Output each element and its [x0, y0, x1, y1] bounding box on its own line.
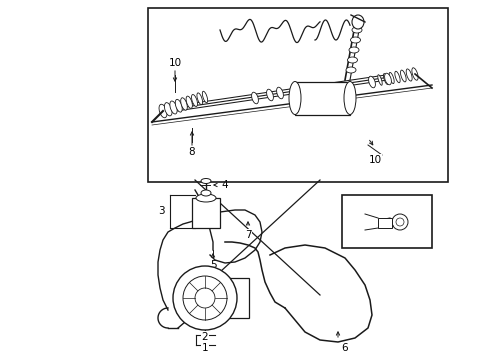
Text: 10: 10 — [169, 58, 182, 68]
Text: 6: 6 — [342, 343, 348, 353]
Ellipse shape — [400, 70, 406, 82]
Bar — [148, 8, 448, 182]
Circle shape — [173, 266, 237, 330]
Ellipse shape — [395, 71, 400, 83]
Ellipse shape — [292, 84, 298, 96]
Ellipse shape — [201, 190, 211, 196]
Text: 4: 4 — [221, 180, 228, 190]
Circle shape — [392, 214, 408, 230]
Ellipse shape — [192, 95, 197, 107]
Ellipse shape — [186, 96, 193, 108]
Ellipse shape — [267, 89, 273, 101]
Text: 10: 10 — [368, 155, 382, 165]
Ellipse shape — [202, 91, 208, 103]
Ellipse shape — [170, 101, 177, 114]
Ellipse shape — [181, 98, 187, 110]
Ellipse shape — [346, 67, 356, 73]
Ellipse shape — [197, 93, 202, 105]
Ellipse shape — [384, 73, 388, 84]
Ellipse shape — [347, 57, 358, 63]
Circle shape — [183, 276, 227, 320]
Text: 9: 9 — [349, 215, 355, 225]
Ellipse shape — [389, 72, 394, 84]
Ellipse shape — [350, 37, 361, 43]
Ellipse shape — [385, 73, 392, 85]
Ellipse shape — [368, 76, 375, 88]
Bar — [192, 198, 220, 228]
Ellipse shape — [251, 92, 258, 104]
Ellipse shape — [159, 104, 167, 118]
Ellipse shape — [344, 81, 356, 114]
Ellipse shape — [175, 99, 182, 112]
Ellipse shape — [165, 103, 172, 116]
Bar — [295, 82, 350, 115]
Text: 1: 1 — [202, 343, 208, 353]
Ellipse shape — [412, 68, 418, 80]
Ellipse shape — [406, 69, 412, 81]
Ellipse shape — [352, 27, 362, 33]
Ellipse shape — [378, 75, 382, 85]
Text: 2: 2 — [202, 332, 208, 342]
Ellipse shape — [196, 194, 216, 202]
Text: 8: 8 — [189, 147, 196, 157]
Circle shape — [396, 218, 404, 226]
Bar — [217, 278, 249, 318]
Text: 7: 7 — [245, 230, 251, 240]
FancyArrowPatch shape — [168, 77, 387, 109]
Ellipse shape — [276, 87, 283, 99]
Ellipse shape — [349, 47, 359, 53]
Bar — [378, 218, 392, 228]
Circle shape — [195, 288, 215, 308]
Ellipse shape — [289, 81, 301, 114]
Text: 3: 3 — [158, 206, 164, 216]
FancyArrowPatch shape — [168, 77, 387, 109]
Text: 5: 5 — [210, 260, 216, 270]
Ellipse shape — [352, 15, 364, 29]
Bar — [342, 195, 432, 248]
Ellipse shape — [201, 179, 211, 184]
